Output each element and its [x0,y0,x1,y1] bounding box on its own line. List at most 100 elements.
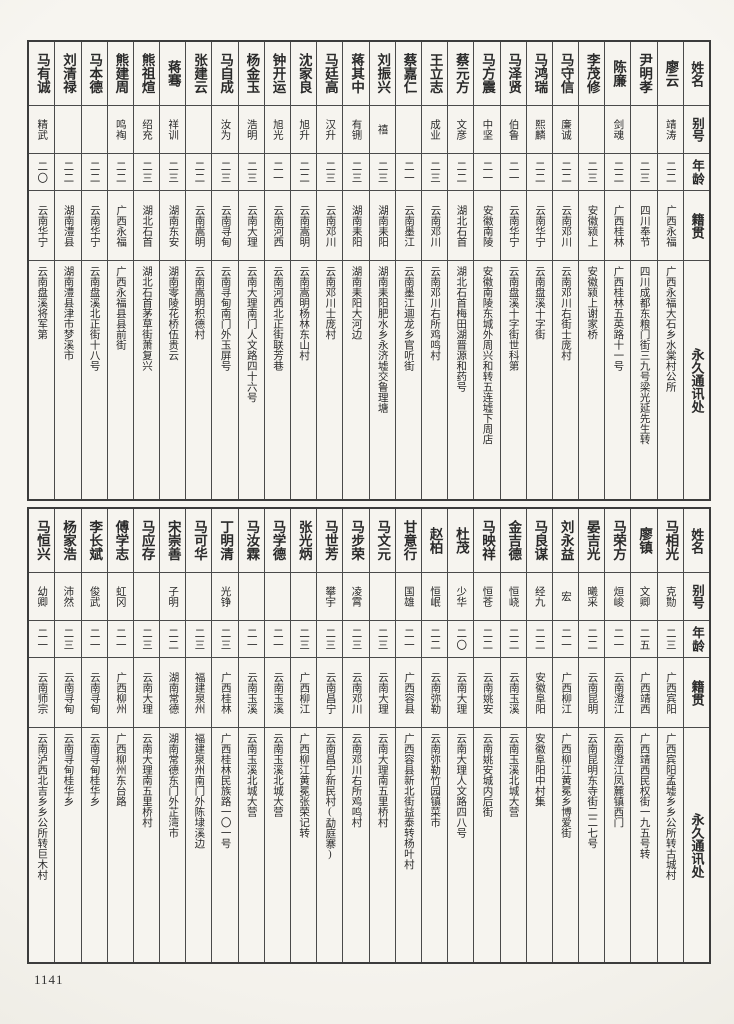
person-address: 云南寻甸桂华乡 [88,733,100,807]
person-column: 沈家良 旭升 二二 云南嵩明 云南嵩明杨林东山村 [290,42,317,499]
person-address: 湖北石首茅草街萧复兴 [141,266,153,371]
person-name: 马有诚 [29,42,55,106]
person-alias: 烜峻 [605,573,631,621]
person-address: 云南邓川右所鸡鸣村 [350,733,362,828]
person-column: 晏吉光 曦采 二二 云南昆明 云南昆明东寺街二二七号 [578,509,605,962]
person-column: 丁明清 光铮 二三 广西桂林 广西桂林民族路一〇一号 [211,509,238,962]
person-origin: 云南嵩明 [291,191,317,261]
person-name: 马步荣 [343,509,369,573]
row-header-age: 年龄 [683,154,709,191]
row-header-address: 永久通讯处 [689,347,705,413]
person-address: 广西容县新北街益泰转杨叶村 [402,733,414,870]
person-name: 甘意行 [395,509,421,573]
person-origin: 广西柳江 [291,658,317,728]
person-name: 金吉德 [500,509,526,573]
row-header-alias: 别号 [683,106,709,154]
person-address: 云南嵩明杨林东山村 [298,266,310,361]
person-alias: 幼卿 [29,573,55,621]
person-name: 马文元 [369,509,395,573]
person-age: 二二 [81,154,107,191]
person-address: 云南寻甸桂华乡 [62,733,74,807]
person-origin: 湖北石首 [133,191,160,261]
person-age: 二三 [369,154,395,191]
row-header-name: 姓名 [683,509,709,573]
page-number: 1141 [34,972,64,987]
person-name: 赵柏 [421,509,448,573]
person-address: 云南弥勒竹园镇菜市 [429,733,441,828]
person-origin: 云南墨江 [395,191,421,261]
person-column: 刘永益 宏 二一 广西柳江 广西柳江黄冕乡博爱街 [551,509,579,962]
person-origin: 云南寻甸 [81,658,107,728]
person-name: 刘永益 [552,509,579,573]
person-origin: 云南昆明 [579,658,605,728]
person-age: 二一 [395,621,421,658]
person-alias: 禧 [369,106,395,154]
person-age: 二五 [631,621,657,658]
person-origin: 广西永福 [107,191,133,261]
person-address: 云南盘溪十字街 [533,266,545,340]
person-alias: 精武 [29,106,55,154]
person-column: 甘意行 国雄 二一 广西容县 广西容县新北街益泰转杨叶村 [394,509,421,962]
person-origin: 广西容县 [395,658,421,728]
person-address: 云南大理南门人文路四十六号 [245,266,257,403]
person-alias: 恒苍 [474,573,500,621]
person-name: 杜茂 [448,509,474,573]
person-alias: 旭光 [264,106,290,154]
person-alias [81,106,107,154]
person-origin: 广西桂林 [605,191,631,261]
person-origin: 安徽南陵 [474,191,500,261]
person-origin: 云南姚安 [474,658,500,728]
person-column: 马映祥 恒苍 二二 云南姚安 云南姚安城内后街 [473,509,500,962]
person-alias: 宏 [552,573,579,621]
person-age: 二三 [133,621,160,658]
person-origin: 湖南常德 [160,658,186,728]
person-origin: 云南邓川 [421,191,448,261]
person-age: 二一 [552,621,579,658]
person-name: 刘振兴 [369,42,395,106]
person-origin: 福建泉州 [186,658,212,728]
person-age: 二三 [317,154,343,191]
person-alias: 凌霄 [343,573,369,621]
person-alias: 浩明 [238,106,264,154]
person-age: 二二 [291,154,317,191]
person-address: 云南姚安城内后街 [481,733,493,817]
person-address: 广西永福县县前街 [114,266,126,350]
person-alias [55,106,81,154]
person-address: 云南嵩明积德村 [193,266,205,340]
person-column: 马守信 廉诚 二二 云南邓川 云南邓川右街士庞村 [551,42,579,499]
person-address: 云南昆明东寺街二二七号 [586,733,598,849]
person-address: 湖北石首梅田湖晋源和药号 [455,266,467,392]
person-column: 宋崇善 子明 二二 湖南常德 湖南常德东门外芷湾市 [159,509,186,962]
directory-table-top: 姓名 别号 年龄 籍贯 永久通讯处 廖云 靖涛 二二 广西永福 广西永福大石乡水… [27,40,711,501]
person-address: 云南大理人文路四八号 [455,733,467,838]
person-alias: 中坚 [474,106,500,154]
person-age: 二三 [160,154,186,191]
person-origin: 四川奉节 [631,191,657,261]
person-age: 二一 [238,621,264,658]
person-age: 二〇 [448,621,474,658]
person-origin: 广西柳江 [552,658,579,728]
person-origin: 云南华宁 [500,191,526,261]
person-age: 二三 [657,621,683,658]
person-name: 李长斌 [81,509,107,573]
person-origin: 云南大理 [448,658,474,728]
person-name: 晏吉光 [579,509,605,573]
person-origin: 云南弥勒 [421,658,448,728]
person-name: 马恒兴 [29,509,55,573]
person-alias: 祥训 [160,106,186,154]
person-column: 马本德 二二 云南华宁 云南盘溪北正街十八号 [80,42,107,499]
person-address: 云南大理南五里桥村 [141,733,153,828]
person-column: 马文元 二三 云南大理 云南大理南五里桥村 [368,509,395,962]
person-age: 二二 [526,621,552,658]
person-name: 马泽贤 [500,42,526,106]
person-address: 安徽阜阳中村集 [533,733,545,807]
person-name: 马相光 [657,509,683,573]
person-origin: 湖南澧县 [55,191,81,261]
person-column: 蒋骞 祥训 二三 湖南东安 湖南零陵花桥伍贵云 [159,42,186,499]
person-address: 广西柳江黄冕张荣记转 [298,733,310,838]
person-age: 二三 [579,154,605,191]
person-column: 张光炳 二三 广西柳江 广西柳江黄冕张荣记转 [290,509,317,962]
person-age: 二二 [605,154,631,191]
person-origin: 安徽颍上 [579,191,605,261]
person-column: 李长斌 俊武 二一 云南寻甸 云南寻甸桂华乡 [80,509,107,962]
